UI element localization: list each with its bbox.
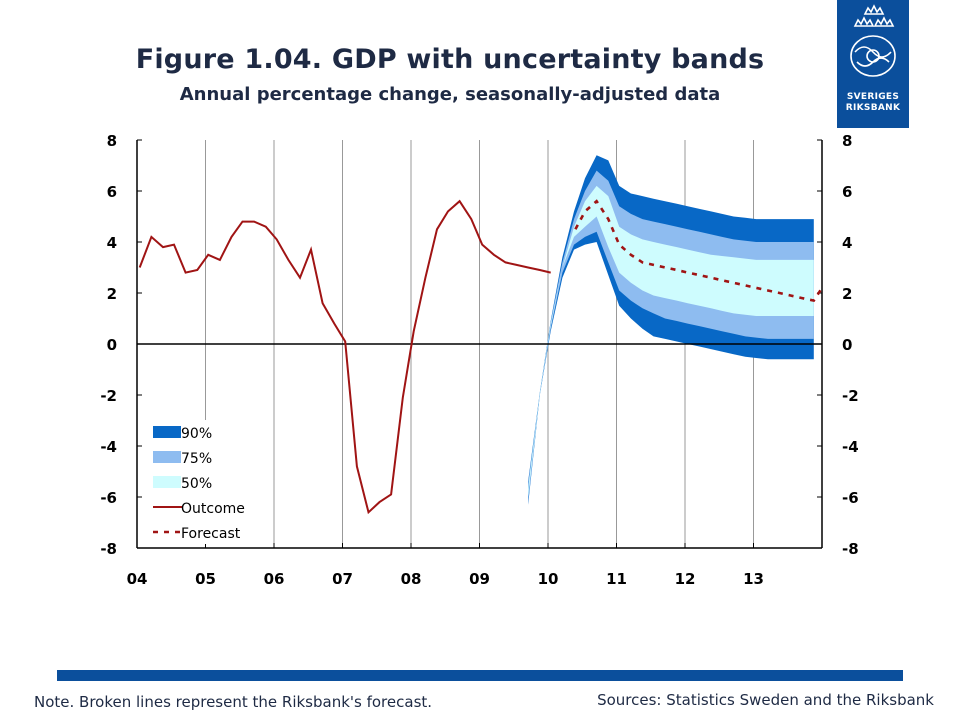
ytick-label-left: 2 — [107, 285, 117, 303]
riksbank-logo: SVERIGES RIKSBANK — [837, 0, 909, 128]
riksbank-crown-emblem-icon — [850, 4, 896, 77]
outcome-line — [138, 199, 551, 515]
sources-text: Sources: Statistics Sweden and the Riksb… — [597, 691, 934, 709]
uncertainty-bands — [528, 155, 814, 505]
ytick-label-right: -2 — [842, 387, 859, 405]
tick-labels: 8 8 6 6 4 4 2 2 0 0 -2 -2 -4 -4 -6 -6 -8 -8 04 05 06 07 08 09 10… — [100, 132, 858, 588]
xtick-label: 10 — [538, 570, 559, 588]
ytick-label-left: 0 — [107, 336, 117, 354]
xtick-label: 05 — [195, 570, 216, 588]
ytick-label-right: 6 — [842, 183, 852, 201]
xtick-label: 13 — [743, 570, 764, 588]
chart-subtitle: Annual percentage change, seasonally-adj… — [179, 84, 721, 105]
logo-text: SVERIGES RIKSBANK — [845, 92, 901, 113]
legend-label-band50: 50% — [181, 476, 212, 492]
chart-title: Figure 1.04. GDP with uncertainty bands — [135, 44, 765, 75]
legend-swatch-band90 — [153, 426, 181, 438]
xtick-label: 09 — [469, 570, 490, 588]
xtick-label: 11 — [606, 570, 627, 588]
legend-label-outcome: Outcome — [181, 501, 245, 517]
ytick-label-right: -6 — [842, 489, 859, 507]
ytick-label-left: -8 — [100, 540, 117, 558]
xtick-label: 12 — [675, 570, 696, 588]
legend-label-band75: 75% — [181, 451, 212, 467]
ytick-label-left: -6 — [100, 489, 117, 507]
band-50 — [528, 185, 814, 497]
ytick-label-right: 2 — [842, 285, 852, 303]
ytick-label-right: -8 — [842, 540, 859, 558]
xtick-label: 06 — [264, 570, 285, 588]
legend-swatch-band75 — [153, 451, 181, 463]
ytick-label-left: 8 — [107, 132, 117, 150]
ytick-label-left: 6 — [107, 183, 117, 201]
series-lines — [138, 199, 824, 515]
axes — [136, 139, 823, 549]
ytick-label-right: 0 — [842, 336, 852, 354]
ytick-label-right: 4 — [842, 234, 852, 252]
ytick-label-left: -4 — [100, 438, 117, 456]
footer-bar — [57, 670, 903, 681]
ytick-label-left: 4 — [107, 234, 117, 252]
legend-label-band90: 90% — [181, 426, 212, 442]
legend-label-forecast: Forecast — [181, 526, 241, 542]
band-75 — [528, 170, 814, 503]
legend: 90% 75% 50% Outcome Forecast — [147, 420, 265, 544]
ytick-label-right: 8 — [842, 132, 852, 150]
footnote: Note. Broken lines represent the Riksban… — [34, 693, 433, 711]
ytick-label-right: -4 — [842, 438, 859, 456]
legend-swatch-band50 — [153, 476, 181, 488]
ytick-label-left: -2 — [100, 387, 117, 405]
xtick-label: 07 — [332, 570, 353, 588]
xtick-label: 08 — [401, 570, 422, 588]
xtick-label: 04 — [127, 570, 148, 588]
